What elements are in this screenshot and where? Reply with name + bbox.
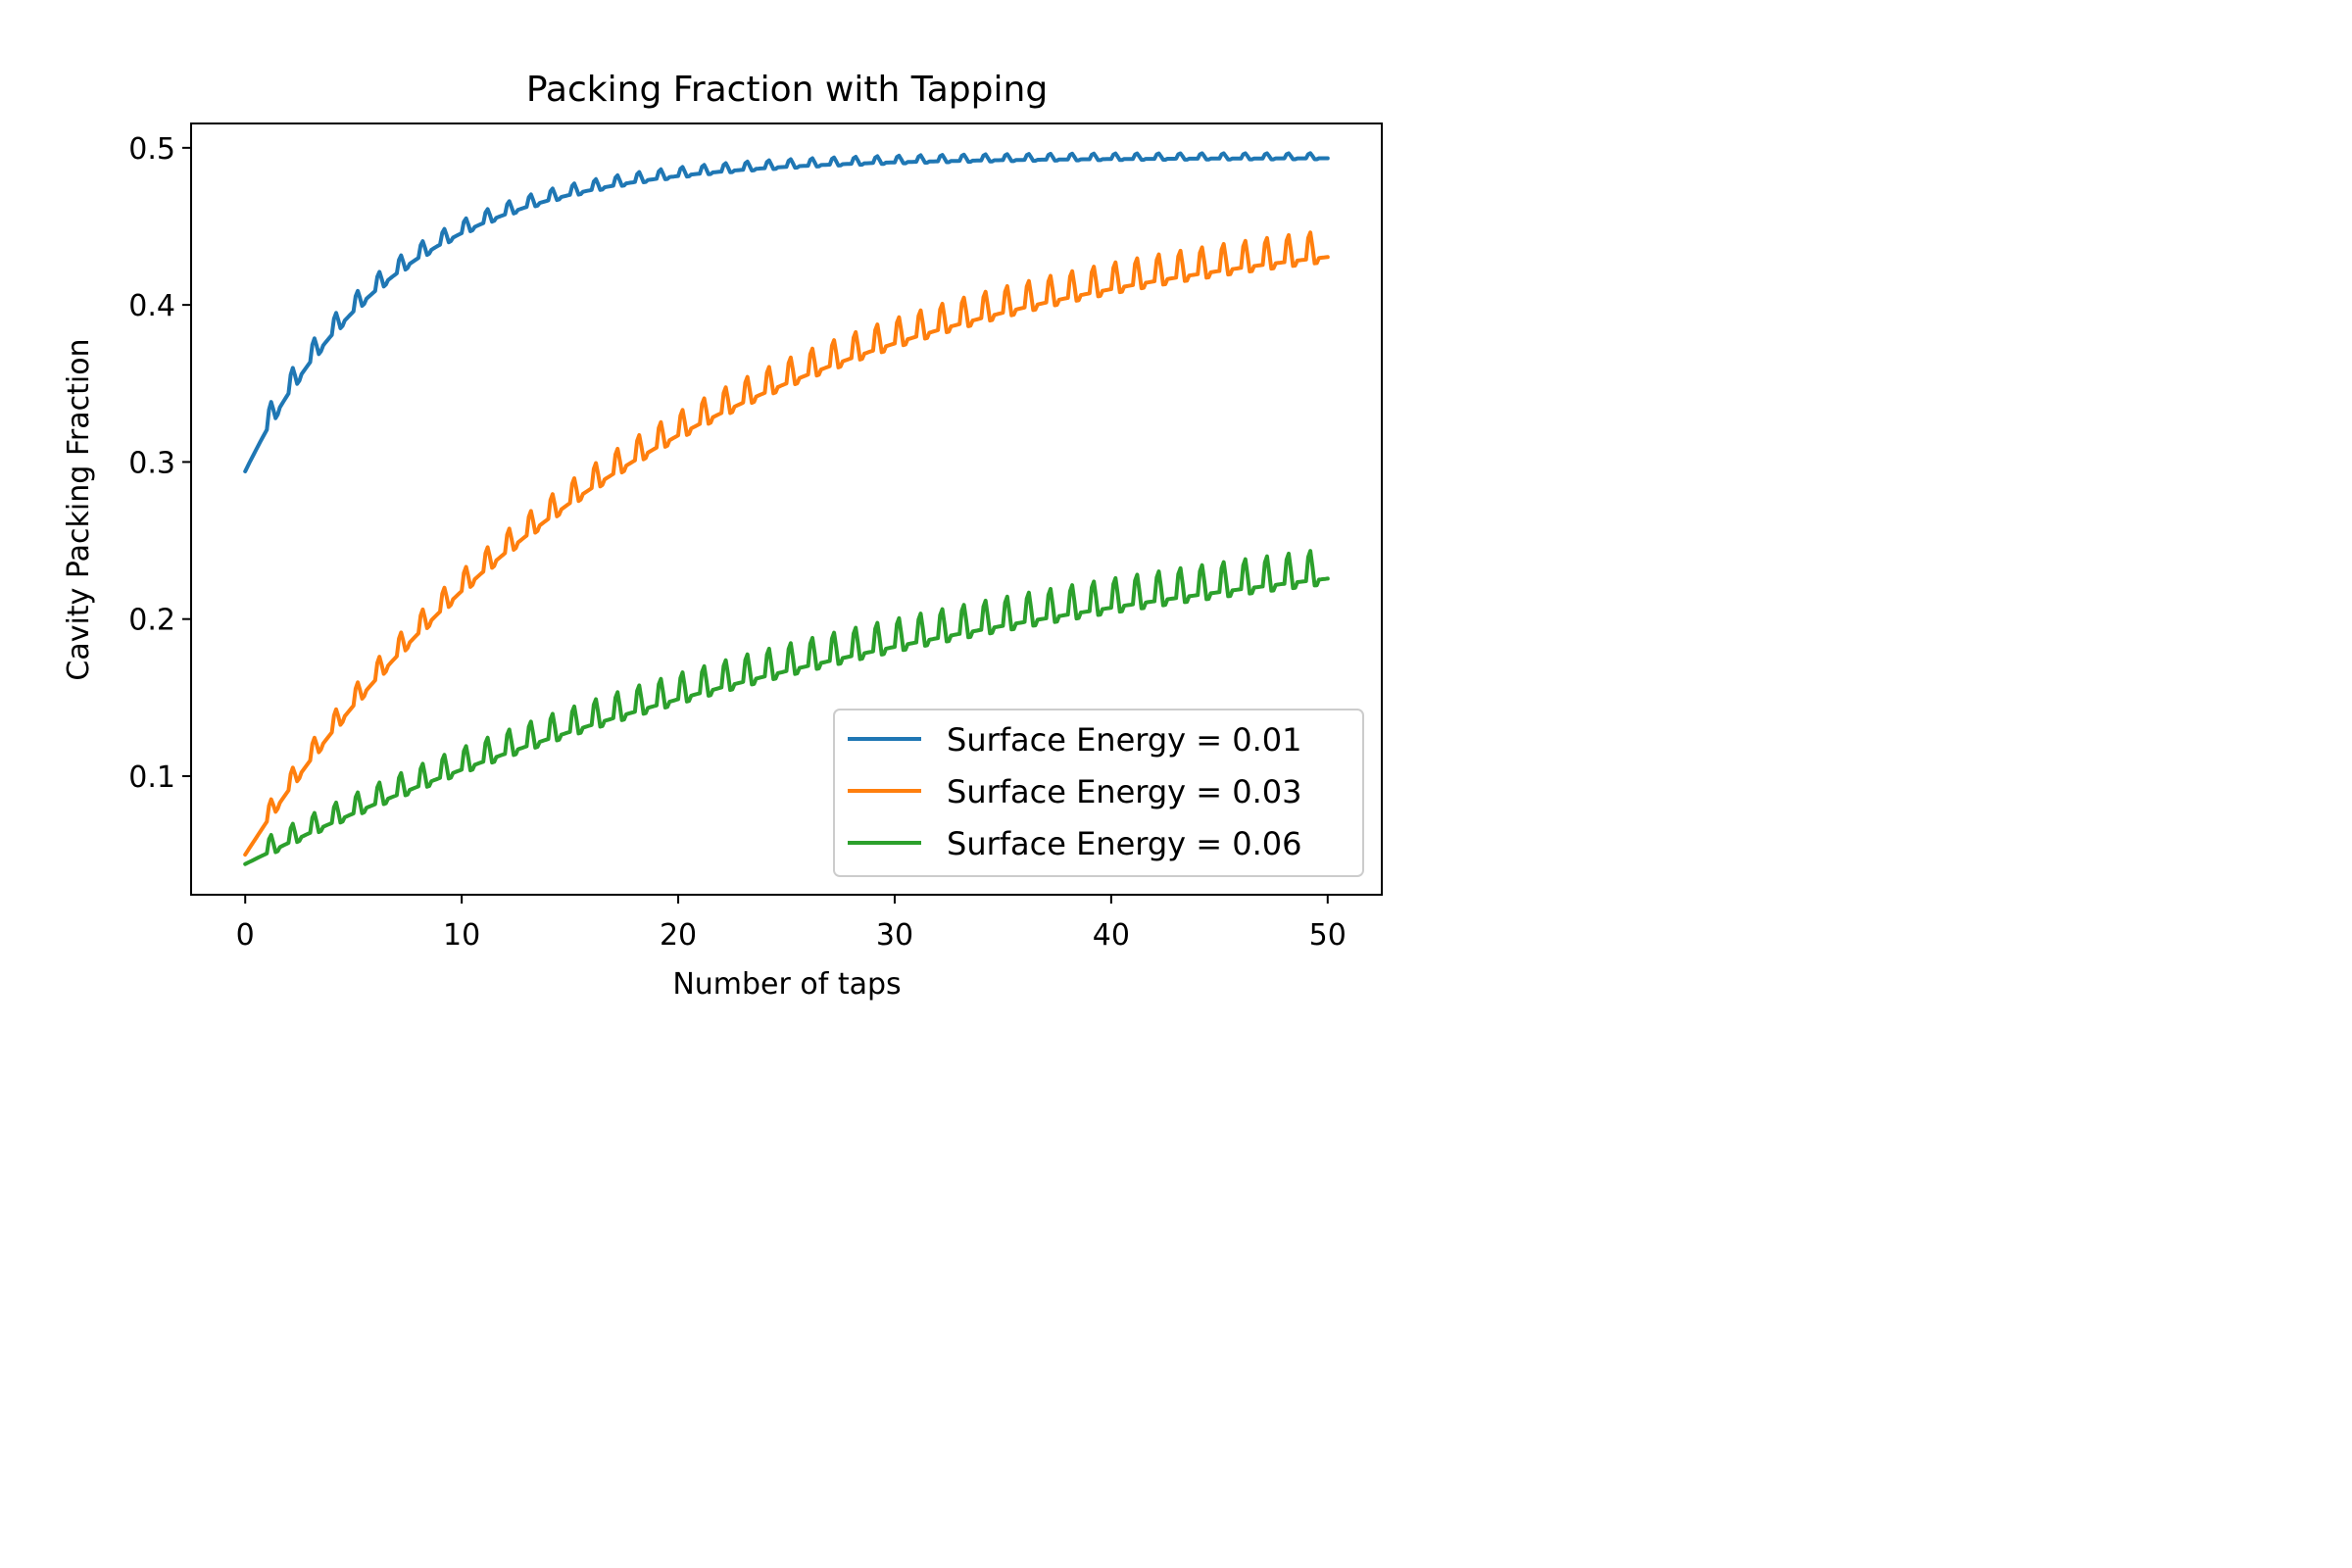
x-tick-label: 50 bbox=[1309, 918, 1347, 953]
y-tick-label: 0.5 bbox=[128, 132, 175, 167]
x-tick-label: 0 bbox=[236, 918, 255, 953]
legend-box bbox=[833, 709, 1364, 877]
legend-label-2: Surface Energy = 0.03 bbox=[947, 773, 1302, 810]
plot-frame bbox=[190, 122, 1383, 896]
y-axis: 0.1 0.2 0.3 0.4 0.5 bbox=[128, 132, 191, 795]
y-tick-label: 0.4 bbox=[128, 289, 175, 323]
x-tick-label: 30 bbox=[876, 918, 913, 953]
chart-title: Packing Fraction with Tapping bbox=[526, 70, 1048, 110]
x-tick-label: 10 bbox=[443, 918, 480, 953]
series-line-1 bbox=[243, 151, 1330, 473]
y-axis-label: Cavity Packing Fraction bbox=[62, 338, 96, 680]
series-line-3 bbox=[243, 549, 1330, 866]
x-tick-label: 20 bbox=[660, 918, 697, 953]
series-layer bbox=[243, 151, 1330, 866]
y-tick-label: 0.2 bbox=[128, 604, 175, 638]
y-tick-label: 0.1 bbox=[128, 760, 175, 795]
legend-label-3: Surface Energy = 0.06 bbox=[947, 825, 1302, 862]
line-chart: Packing Fraction with Tapping 0 10 20 30 40 5… bbox=[62, 70, 1383, 1002]
series-line-2 bbox=[243, 230, 1330, 858]
y-tick-label: 0.3 bbox=[128, 446, 175, 480]
legend: Surface Energy = 0.01 Surface Energy = 0.… bbox=[833, 709, 1364, 877]
x-axis-label: Number of taps bbox=[672, 967, 901, 1002]
legend-label-1: Surface Energy = 0.01 bbox=[947, 721, 1302, 759]
x-axis: 0 10 20 30 40 50 bbox=[236, 895, 1347, 953]
chart-container: Packing Fraction with Tapping 0 10 20 30 40 5… bbox=[0, 0, 1529, 1019]
x-tick-label: 40 bbox=[1093, 918, 1130, 953]
